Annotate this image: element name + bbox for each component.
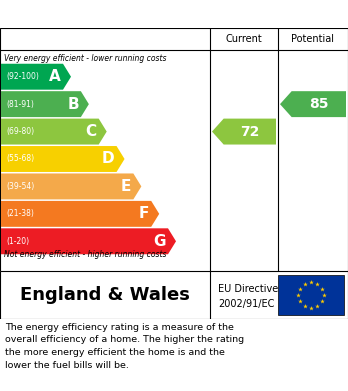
Text: (55-68): (55-68) <box>6 154 34 163</box>
Polygon shape <box>212 118 276 145</box>
Text: EU Directive: EU Directive <box>218 284 278 294</box>
Text: G: G <box>153 234 166 249</box>
Text: C: C <box>86 124 97 139</box>
Text: (21-38): (21-38) <box>6 209 34 218</box>
Text: England & Wales: England & Wales <box>20 286 190 304</box>
Text: B: B <box>67 97 79 112</box>
Text: (81-91): (81-91) <box>6 100 34 109</box>
Polygon shape <box>1 91 89 117</box>
Text: E: E <box>121 179 131 194</box>
Text: Energy Efficiency Rating: Energy Efficiency Rating <box>69 7 279 22</box>
Text: Not energy efficient - higher running costs: Not energy efficient - higher running co… <box>4 250 166 259</box>
Text: 2002/91/EC: 2002/91/EC <box>218 299 274 308</box>
Text: The energy efficiency rating is a measure of the
overall efficiency of a home. T: The energy efficiency rating is a measur… <box>5 323 244 369</box>
Polygon shape <box>1 146 125 172</box>
Polygon shape <box>1 201 159 227</box>
Text: Very energy efficient - lower running costs: Very energy efficient - lower running co… <box>4 54 166 63</box>
Text: 85: 85 <box>309 97 329 111</box>
Bar <box>278 275 344 315</box>
Text: D: D <box>102 151 114 167</box>
Text: (69-80): (69-80) <box>6 127 34 136</box>
Text: 72: 72 <box>240 125 260 138</box>
Text: (92-100): (92-100) <box>6 72 39 81</box>
Text: Current: Current <box>226 34 262 44</box>
Text: (39-54): (39-54) <box>6 182 34 191</box>
Polygon shape <box>1 174 141 199</box>
Text: A: A <box>49 69 61 84</box>
Polygon shape <box>1 64 71 90</box>
Text: Potential: Potential <box>292 34 334 44</box>
Polygon shape <box>1 228 176 254</box>
Polygon shape <box>280 91 346 117</box>
Polygon shape <box>1 118 107 145</box>
Text: (1-20): (1-20) <box>6 237 29 246</box>
Text: F: F <box>139 206 149 221</box>
